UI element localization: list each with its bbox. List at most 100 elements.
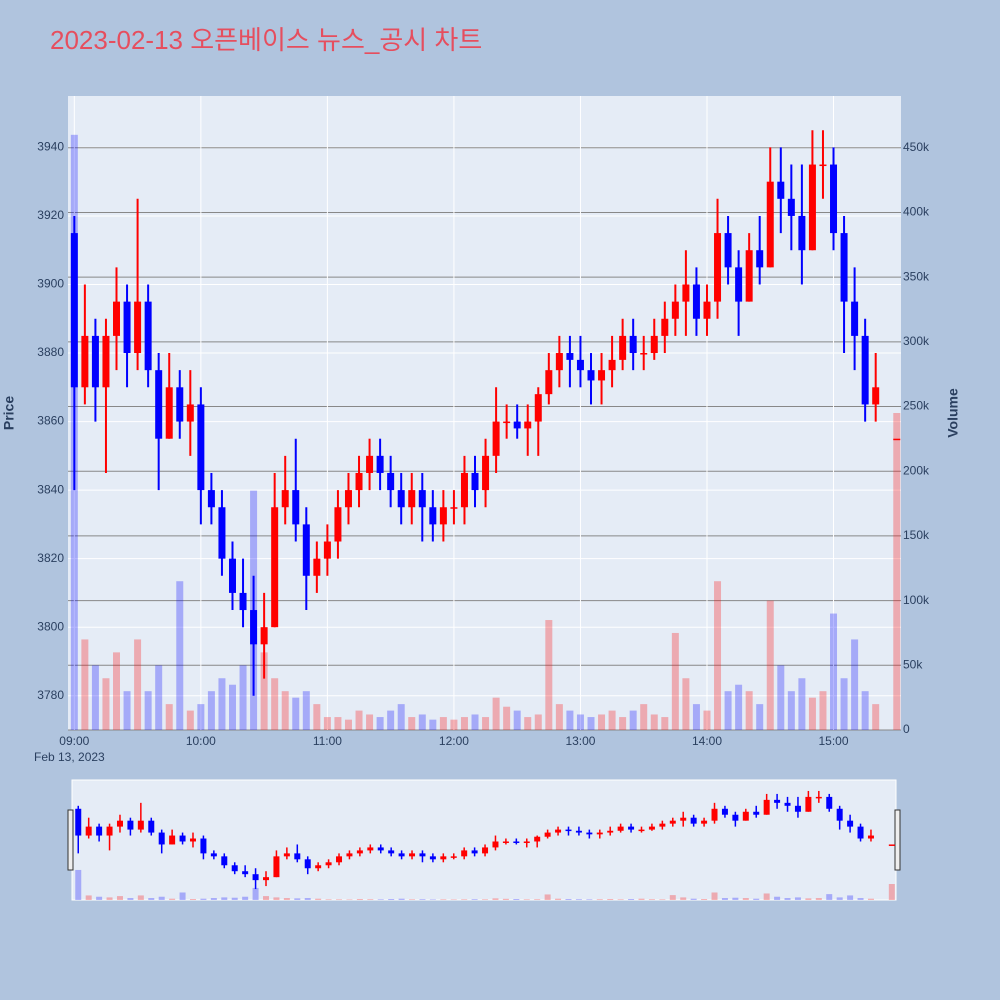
slider-volume-bar	[815, 898, 822, 900]
slider-volume-bar	[242, 896, 249, 900]
candle-body	[576, 359, 584, 371]
slider-candle-body	[346, 853, 353, 857]
slider-candle-body	[116, 820, 123, 827]
slider-candle-body	[794, 805, 801, 812]
slider-candle-body	[461, 850, 468, 857]
slider-volume-bar	[669, 895, 676, 900]
x-tick-label: 12:00	[439, 734, 469, 748]
x-tick-label: 14:00	[692, 734, 722, 748]
slider-volume-bar	[377, 899, 384, 900]
slider-volume-bar	[575, 899, 582, 900]
volume-bar	[113, 652, 121, 730]
volume-bar	[524, 717, 532, 730]
candle-body	[408, 490, 416, 508]
slider-volume-bar	[75, 869, 82, 900]
volume-bar	[302, 691, 310, 730]
volume-bar	[439, 717, 447, 730]
slider-candle-body	[513, 841, 520, 843]
volume-bar	[281, 691, 289, 730]
candle-body	[387, 472, 395, 491]
slider-volume-bar	[148, 898, 155, 900]
candle-body	[366, 455, 374, 473]
y2-tick-label: 450k	[903, 140, 930, 154]
x-tick-label: 13:00	[565, 734, 595, 748]
candle-body	[608, 359, 616, 371]
volume-bar	[450, 719, 458, 730]
volume-bar	[134, 639, 142, 730]
y-tick-label: 3820	[37, 551, 64, 565]
candle-body	[91, 335, 99, 388]
range-handle[interactable]	[894, 809, 901, 871]
volume-bar	[808, 697, 816, 730]
slider-volume-bar	[409, 899, 416, 900]
slider-candle-body	[753, 811, 760, 815]
slider-volume-bar	[638, 898, 645, 900]
volume-bar	[239, 665, 247, 730]
volume-bar	[861, 691, 869, 730]
slider-volume-bar	[85, 895, 92, 900]
y2-tick-label: 100k	[903, 593, 930, 607]
y2-tick-label: 150k	[903, 528, 930, 542]
slider-volume-bar	[596, 899, 603, 900]
slider-candle-body	[774, 799, 781, 803]
candle-body	[450, 507, 458, 509]
volume-bar	[323, 717, 331, 730]
volume-bar	[555, 704, 563, 730]
slider-candle-body	[575, 830, 582, 833]
volume-bar	[197, 704, 205, 730]
candle-body	[155, 370, 163, 439]
slider-candle-body	[617, 826, 624, 831]
volume-bar	[176, 581, 184, 730]
slider-candle-body	[450, 856, 457, 858]
slider-candle-body	[669, 820, 676, 824]
slider-volume-bar	[158, 896, 165, 900]
candle-body	[313, 558, 321, 576]
volume-bar	[482, 717, 490, 730]
candle-body	[503, 421, 511, 424]
volume-bar	[566, 710, 574, 730]
candle-body	[429, 507, 437, 525]
slider-volume-bar	[346, 899, 353, 900]
volume-bar	[798, 678, 806, 730]
volume-bar	[144, 691, 152, 730]
slider-volume-bar	[398, 898, 405, 900]
slider-volume-bar	[336, 899, 343, 900]
range-slider[interactable]	[71, 779, 897, 901]
volume-bar	[629, 710, 637, 730]
candle-body	[102, 335, 110, 388]
slider-volume-bar	[106, 897, 113, 900]
slider-volume-bar	[847, 895, 854, 900]
volume-bar	[830, 613, 838, 730]
y-tick-label: 3940	[37, 140, 64, 154]
volume-bar	[492, 697, 500, 730]
slider-candle-body	[680, 817, 687, 821]
range-handle[interactable]	[67, 809, 74, 871]
candle-body	[197, 404, 205, 491]
x-tick-label: 11:00	[313, 734, 342, 748]
slider-candle-body	[419, 853, 426, 857]
volume-bar	[408, 717, 416, 730]
slider-volume-bar	[555, 898, 562, 900]
y-tick-label: 3800	[37, 619, 64, 633]
slider-candle-body	[815, 796, 822, 799]
volume-bar	[735, 684, 743, 730]
candle-body	[555, 353, 563, 371]
y-tick-label: 3880	[37, 345, 64, 359]
slider-volume-bar	[304, 898, 311, 900]
volume-bar	[661, 717, 669, 730]
slider-candle-body	[847, 820, 854, 827]
volume-bar	[418, 714, 426, 730]
slider-volume-bar	[628, 899, 635, 900]
candle-body	[176, 387, 184, 422]
slider-volume-bar	[315, 898, 322, 900]
candle-body	[808, 164, 816, 251]
slider-volume-bar	[116, 896, 123, 900]
candle-body	[545, 370, 553, 395]
slider-candle-body	[586, 832, 593, 835]
candle-body	[840, 233, 848, 302]
candle-body	[692, 284, 700, 319]
slider-volume-bar	[169, 898, 176, 900]
slider-candle-body	[179, 835, 186, 842]
y2-tick-label: 200k	[903, 463, 930, 477]
slider-volume-bar	[283, 898, 290, 900]
